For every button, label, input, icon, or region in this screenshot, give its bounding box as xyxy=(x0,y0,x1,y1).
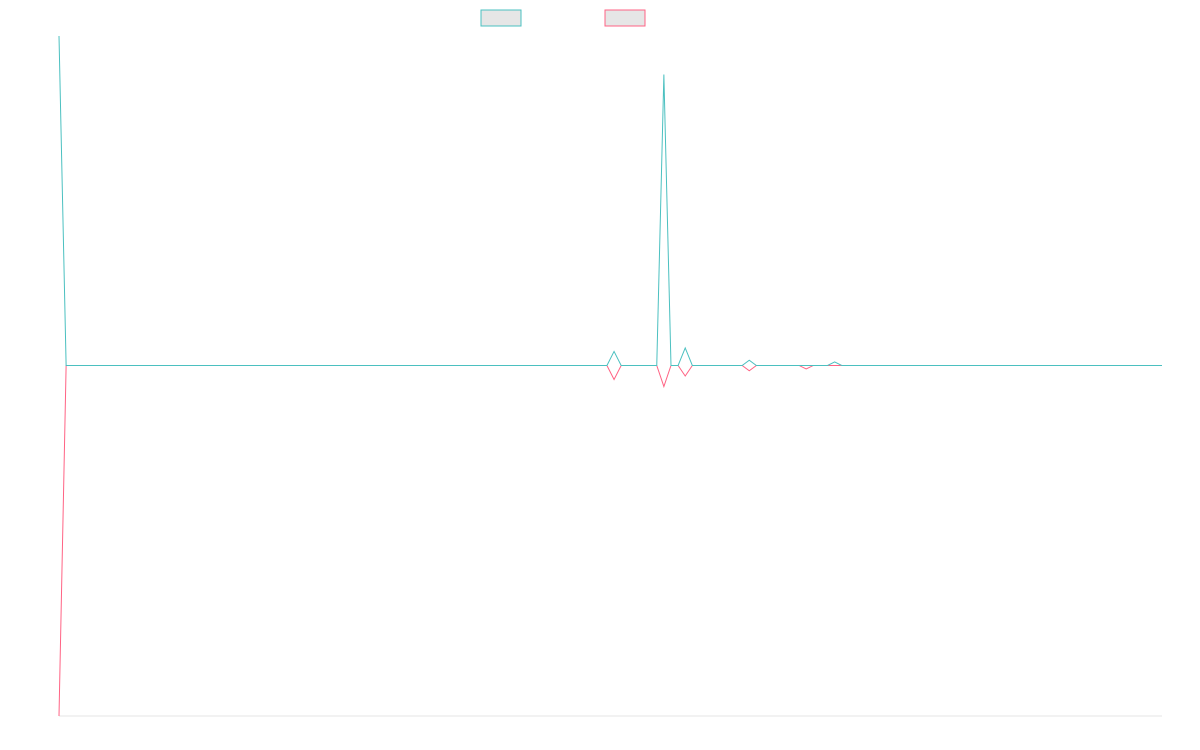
legend[interactable] xyxy=(480,9,646,27)
series-1-line xyxy=(58,35,1162,366)
legend-swatch-series-1[interactable] xyxy=(480,9,522,27)
legend-swatch-series-2[interactable] xyxy=(604,9,646,27)
series-group xyxy=(58,35,1162,717)
series-2-line xyxy=(58,364,1162,717)
